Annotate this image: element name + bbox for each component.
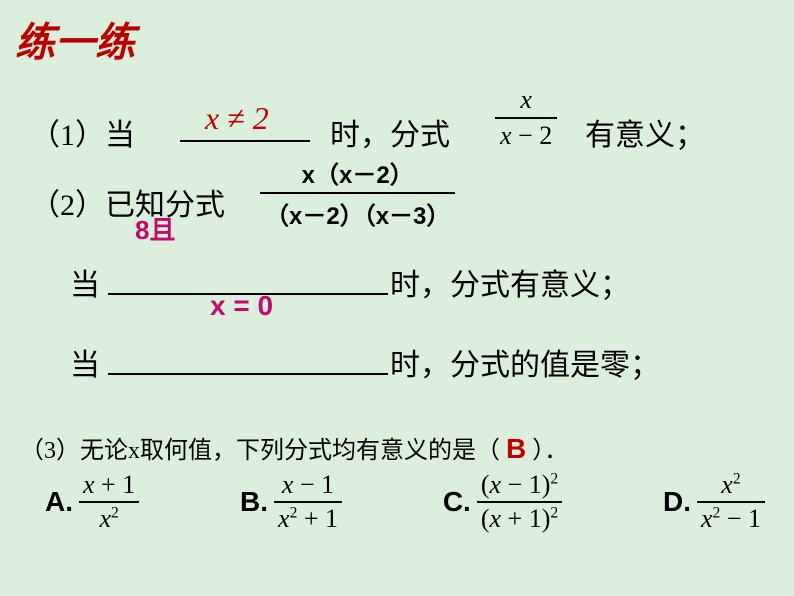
options-row: A. x + 1 x2 B. x − 1 x2 + 1 C. (x − 1)2 …	[45, 470, 765, 534]
q2-frac-numerator: x（x－2）	[260, 155, 455, 190]
option-c-fraction: (x − 1)2 (x + 1)2	[477, 470, 562, 534]
question-2-header: （2）已知分式 x（x－2） （x－2）（x－3） 8且	[30, 170, 770, 260]
q2a-suffix: 时，分式有意义；	[390, 260, 630, 304]
option-d-fraction: x2 x2 − 1	[697, 470, 765, 534]
option-b-fraction: x − 1 x2 + 1	[274, 470, 342, 534]
option-a-fraction: x + 1 x2	[79, 470, 139, 534]
content-area: （1）当 x ≠ 2 时，分式 x x − 2 有意义； （2）已知分式 x（x…	[30, 90, 770, 430]
option-a-label: A.	[45, 486, 73, 518]
fraction-line	[260, 192, 455, 194]
q2a-prefix: 当	[70, 260, 100, 304]
option-a: A. x + 1 x2	[45, 470, 139, 534]
q1-blank	[180, 140, 310, 142]
q1-frac-numerator: x	[495, 85, 557, 115]
question-2b: 当 时，分式的值是零；	[30, 340, 770, 400]
q2-fraction: x（x－2） （x－2）（x－3）	[260, 155, 455, 231]
q2-overlap-text: 8且	[135, 210, 175, 247]
q1-fraction: x x − 2	[495, 85, 557, 151]
option-b: B. x − 1 x2 + 1	[240, 470, 342, 534]
q3-suffix: ）．	[532, 438, 568, 464]
page-title: 练一练	[15, 10, 135, 68]
q1-answer: x ≠ 2	[205, 100, 269, 137]
q2-prefix: （2）已知分式	[30, 180, 225, 224]
q1-prefix: （1）当	[30, 110, 135, 154]
q1-mid: 时，分式	[330, 110, 450, 154]
option-d-label: D.	[663, 486, 691, 518]
q3-text: （3）无论x取何值，下列分式均有意义的是（ B ）．	[20, 430, 568, 465]
option-c: C. (x − 1)2 (x + 1)2	[443, 470, 562, 534]
q1-frac-denominator: x − 2	[495, 121, 557, 151]
question-2a: 当 x = 0 时，分式有意义；	[30, 260, 770, 320]
option-c-label: C.	[443, 486, 471, 518]
fraction-line	[495, 117, 557, 119]
q2-frac-denominator: （x－2）（x－3）	[260, 196, 455, 231]
q2b-blank	[108, 373, 388, 375]
option-d: D. x2 x2 − 1	[663, 470, 765, 534]
q2a-answer: x = 0	[210, 290, 273, 322]
q2b-prefix: 当	[70, 340, 100, 384]
question-1: （1）当 x ≠ 2 时，分式 x x − 2 有意义；	[30, 90, 770, 160]
q2b-suffix: 时，分式的值是零；	[390, 340, 660, 384]
q1-suffix: 有意义；	[585, 110, 705, 154]
q3-answer: B	[506, 433, 526, 464]
option-b-label: B.	[240, 486, 268, 518]
q3-prefix: （3）无论x取何值，下列分式均有意义的是（	[20, 438, 500, 464]
